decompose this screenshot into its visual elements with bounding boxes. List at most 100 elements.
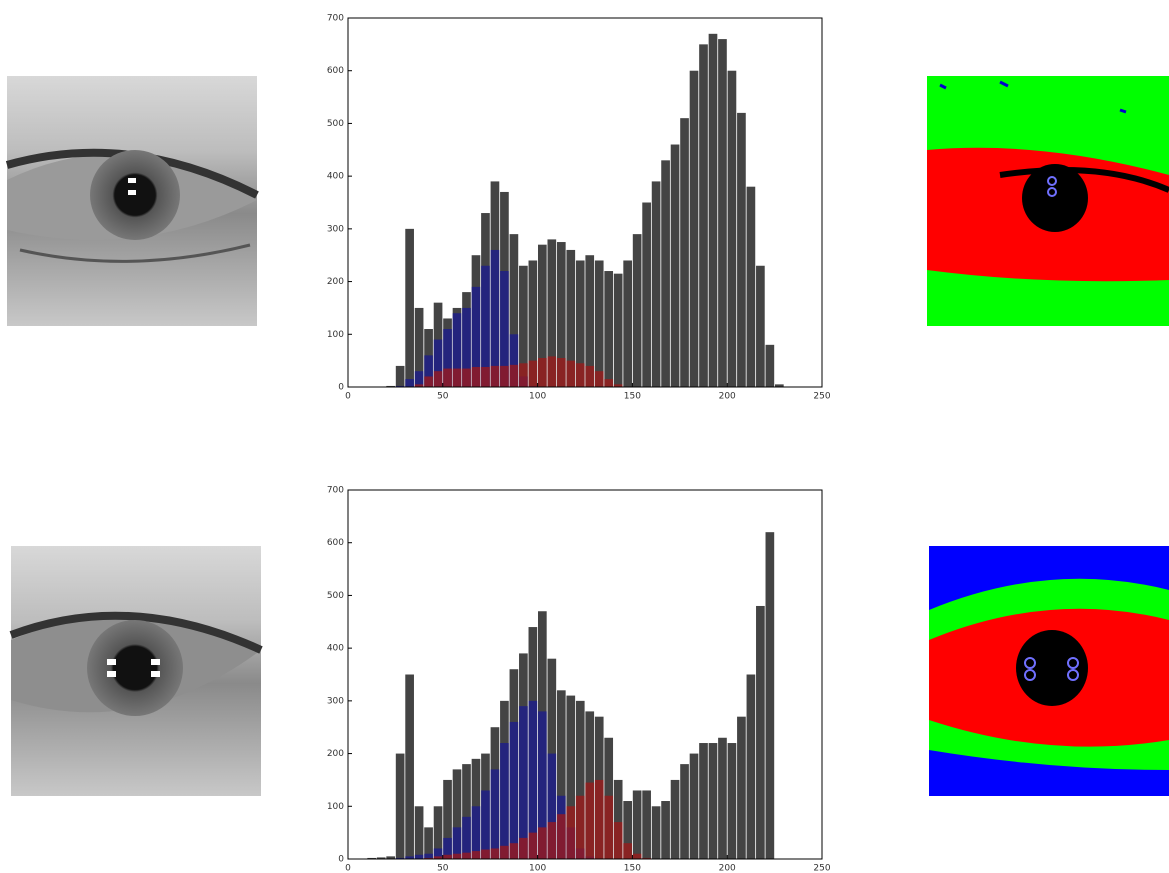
- bar: [727, 70, 737, 387]
- bar: [481, 265, 490, 387]
- bar: [746, 674, 756, 859]
- bar: [708, 33, 718, 388]
- bar: [443, 329, 452, 387]
- bar: [462, 307, 471, 387]
- bar: [613, 822, 623, 859]
- x-tick-label: 0: [345, 864, 351, 873]
- bar: [424, 355, 433, 387]
- bar: [462, 816, 471, 859]
- bar: [613, 384, 623, 387]
- bar: [471, 366, 481, 387]
- bar: [405, 228, 414, 387]
- bar: [414, 307, 424, 387]
- bar: [556, 814, 566, 859]
- bar: [528, 832, 538, 859]
- bar: [452, 313, 462, 387]
- bar: [575, 795, 585, 859]
- y-tick-label: 100: [327, 802, 344, 812]
- bar: [556, 358, 566, 387]
- bar: [718, 39, 727, 387]
- bar: [594, 779, 604, 859]
- bar: [661, 801, 670, 859]
- bar: [632, 790, 642, 859]
- bar: [433, 848, 443, 859]
- bar: [623, 801, 632, 859]
- bar: [528, 700, 538, 859]
- bar: [376, 857, 386, 859]
- bar: [699, 743, 708, 859]
- bar: [395, 753, 405, 859]
- bar: [737, 716, 746, 859]
- y-tick-label: 100: [327, 330, 344, 340]
- bar: [367, 857, 377, 859]
- plot-frame: [347, 489, 823, 860]
- y-tick-label: 600: [327, 66, 344, 76]
- y-tick-label: 700: [327, 14, 344, 24]
- bar: [575, 700, 585, 859]
- bar: [452, 827, 462, 859]
- x-tick-label: 250: [813, 864, 830, 873]
- bar: [386, 856, 395, 859]
- bar: [604, 795, 614, 859]
- y-tick-label: 400: [327, 172, 344, 182]
- y-tick-label: 300: [327, 696, 344, 706]
- x-tick-label: 150: [624, 392, 641, 402]
- bar: [756, 605, 765, 859]
- bar: [642, 790, 651, 859]
- bar: [623, 260, 632, 387]
- bar: [386, 385, 395, 387]
- bar: [462, 764, 471, 859]
- bar: [509, 334, 519, 387]
- bar: [500, 271, 509, 387]
- bar: [471, 286, 481, 387]
- bar: [651, 806, 661, 859]
- bar: [556, 690, 566, 859]
- bar: [538, 827, 547, 859]
- bar: [670, 144, 680, 387]
- bar: [566, 249, 576, 387]
- bar: [519, 706, 528, 859]
- bar: [414, 384, 424, 387]
- x-tick-label: 100: [529, 864, 546, 873]
- bar: [556, 242, 566, 387]
- x-tick-label: 250: [813, 392, 830, 402]
- y-tick-label: 600: [327, 538, 344, 548]
- bar: [462, 368, 471, 387]
- bar: [528, 360, 538, 387]
- bar: [405, 379, 414, 387]
- bar: [642, 857, 651, 859]
- bar: [519, 837, 528, 859]
- bar: [566, 806, 576, 859]
- eye-photo: [9, 546, 263, 796]
- bar: [443, 368, 452, 387]
- bar: [433, 806, 443, 859]
- bar: [538, 244, 547, 387]
- bar: [585, 365, 595, 387]
- bar: [651, 181, 661, 387]
- bar: [680, 764, 689, 859]
- bar: [452, 368, 462, 387]
- bar: [509, 364, 519, 387]
- bar: [471, 806, 481, 859]
- bar: [405, 674, 414, 859]
- bar: [471, 851, 481, 859]
- bar: [737, 112, 746, 387]
- bar: [481, 366, 490, 387]
- bar: [775, 384, 784, 387]
- y-tick-label: 0: [338, 855, 344, 865]
- bar: [500, 365, 509, 387]
- y-tick-label: 0: [338, 383, 344, 393]
- bar: [680, 118, 689, 388]
- bar: [547, 822, 557, 859]
- bar: [500, 845, 509, 859]
- bar: [433, 856, 443, 859]
- x-tick-label: 200: [719, 864, 736, 873]
- bar: [490, 769, 500, 859]
- bar: [613, 779, 623, 859]
- bar: [414, 371, 424, 387]
- bar: [424, 376, 433, 387]
- bar: [538, 711, 547, 859]
- bar: [538, 358, 547, 387]
- bar: [443, 854, 452, 859]
- bar: [500, 743, 509, 859]
